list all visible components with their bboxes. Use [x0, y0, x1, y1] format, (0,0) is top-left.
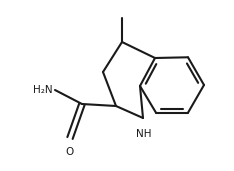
Text: NH: NH	[136, 129, 152, 139]
Text: H₂N: H₂N	[33, 85, 53, 95]
Text: O: O	[66, 147, 74, 157]
